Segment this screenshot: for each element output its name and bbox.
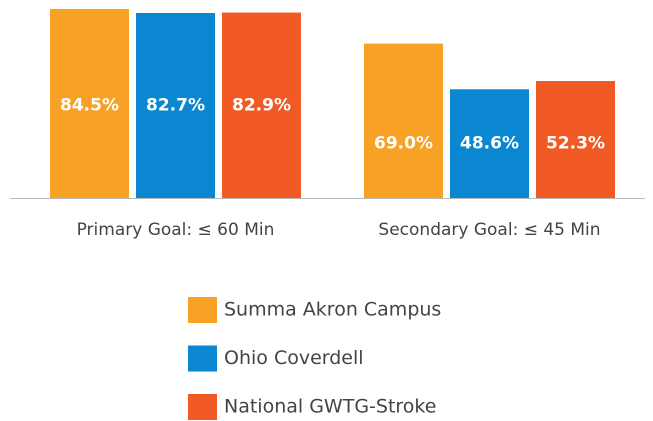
legend-label: Summa Akron Campus	[224, 299, 441, 321]
bar	[536, 81, 615, 198]
bar	[450, 89, 529, 198]
bar	[136, 13, 215, 198]
bar	[50, 8, 129, 199]
value-label: 48.6%	[460, 134, 519, 154]
category-label: Primary Goal: ≤ 60 Min	[77, 220, 275, 240]
legend-swatch	[188, 297, 217, 323]
legend-label: National GWTG-Stroke	[224, 396, 436, 418]
value-label: 52.3%	[546, 134, 605, 154]
category-label: Secondary Goal: ≤ 45 Min	[378, 220, 600, 240]
value-label: 84.5%	[60, 96, 119, 116]
value-label: 82.9%	[232, 96, 291, 116]
bar	[222, 12, 301, 198]
legend-label: Ohio Coverdell	[224, 347, 364, 369]
value-label: 69.0%	[374, 134, 433, 154]
value-label: 82.7%	[146, 96, 205, 116]
legend-swatch	[188, 394, 217, 420]
legend-swatch	[188, 345, 217, 372]
bar	[364, 43, 443, 198]
